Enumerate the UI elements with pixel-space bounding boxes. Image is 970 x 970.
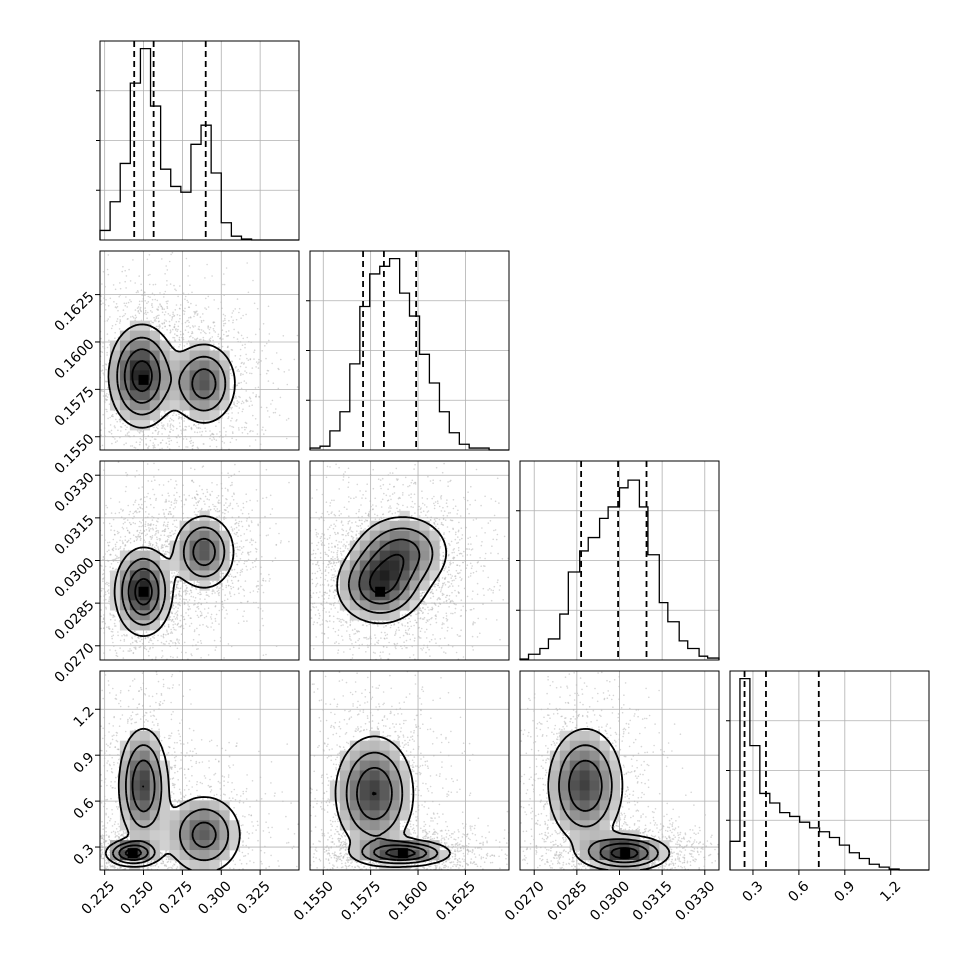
x-tick-label: 0.1600	[386, 878, 432, 924]
density-peak	[138, 586, 149, 597]
density-panel-0-2	[99, 460, 300, 661]
contour-lines	[336, 516, 448, 625]
y-tick-label: 0.0300	[52, 555, 98, 601]
contour-level	[345, 751, 439, 865]
contour-level	[127, 537, 216, 616]
x-tick-label: 0.225	[79, 878, 119, 918]
contour-lines	[334, 735, 452, 868]
x-tick-label: 0.0270	[502, 878, 548, 924]
density-panel-0-3	[99, 670, 300, 871]
panel-frame	[99, 40, 300, 241]
contour-level	[368, 553, 405, 595]
density-content	[310, 671, 509, 870]
x-tick-label: 0.3	[740, 878, 767, 905]
contour-level	[113, 515, 235, 637]
density-peak	[375, 586, 386, 597]
contour-level	[336, 516, 448, 625]
contour-level	[123, 348, 217, 404]
x-tick-label: 0.275	[156, 878, 196, 918]
density-content	[100, 461, 299, 660]
contour-level	[107, 323, 236, 429]
contour-lines	[113, 515, 235, 637]
density-peak	[397, 848, 408, 859]
histogram-panel-2	[516, 460, 720, 661]
x-tick-label: 0.0315	[630, 878, 676, 924]
panel-frame	[309, 460, 510, 661]
histogram-panel-0	[96, 40, 300, 241]
contour-level	[547, 728, 671, 870]
histogram-panel-1	[306, 250, 510, 451]
x-tick-label: 0.6	[785, 878, 812, 905]
x-tick-label: 0.1550	[291, 878, 337, 924]
contour-lines	[104, 727, 241, 870]
y-tick-label: 0.6	[71, 795, 98, 822]
contour-level	[356, 767, 428, 862]
contour-level	[358, 538, 421, 605]
contour-level	[334, 735, 452, 868]
x-tick-label: 0.1625	[433, 878, 479, 924]
contour-lines	[547, 728, 671, 870]
contour-lines	[107, 323, 236, 429]
density-panel-2-3	[519, 670, 720, 871]
panel-frame	[309, 670, 510, 871]
panel-frame	[519, 460, 720, 661]
contour-level	[371, 791, 416, 858]
contour-level	[111, 744, 230, 865]
y-tick-label: 0.0285	[52, 597, 98, 643]
density-panel-0-1	[99, 250, 300, 451]
density-content	[100, 251, 299, 450]
x-tick-label: 0.325	[234, 878, 274, 918]
density-peak	[138, 374, 149, 385]
x-tick-label: 1.2	[877, 878, 904, 905]
y-tick-label: 1.2	[71, 704, 98, 731]
y-tick-label: 0.1600	[52, 336, 98, 382]
density-peak	[620, 848, 631, 859]
density-peak	[127, 848, 138, 859]
density-panel-1-2	[309, 460, 510, 661]
x-tick-label: 0.1575	[338, 878, 384, 924]
y-tick-label: 0.0270	[52, 640, 98, 686]
histogram-step	[729, 678, 929, 871]
y-tick-label: 0.1550	[52, 431, 98, 477]
y-tick-label: 0.1625	[52, 289, 98, 335]
histogram-step	[309, 258, 509, 451]
contour-level	[118, 759, 217, 861]
x-tick-label: 0.0285	[545, 878, 591, 924]
contour-level	[610, 847, 639, 860]
x-tick-label: 0.250	[117, 878, 157, 918]
y-tick-label: 0.9	[71, 750, 98, 777]
panel-frame	[99, 250, 300, 451]
y-tick-label: 0.0330	[52, 470, 98, 516]
density-content	[100, 671, 299, 870]
panel-frame	[729, 670, 930, 871]
x-tick-label: 0.0330	[672, 878, 718, 924]
histogram-step	[99, 48, 299, 241]
contour-level	[121, 526, 226, 626]
density-shading	[109, 320, 230, 431]
contour-level	[131, 360, 153, 393]
density-panel-1-3	[309, 670, 510, 871]
contour-level	[347, 527, 434, 614]
contour-level	[134, 577, 153, 606]
panel-frame	[309, 250, 510, 451]
histogram-panel-3	[726, 670, 930, 871]
x-tick-label: 0.9	[831, 878, 858, 905]
contour-level	[116, 336, 227, 416]
contour-level	[558, 744, 659, 868]
density-content	[310, 461, 509, 660]
y-tick-label: 0.3	[71, 841, 98, 868]
histogram-step	[519, 479, 720, 660]
contour-level	[104, 727, 241, 870]
contour-level	[568, 759, 649, 864]
x-tick-label: 0.300	[195, 878, 235, 918]
y-tick-label: 0.1575	[52, 384, 98, 430]
contour-level	[124, 785, 145, 858]
y-tick-label: 0.0315	[52, 512, 98, 558]
panel-frame	[99, 670, 300, 871]
density-content	[520, 671, 719, 870]
x-tick-label: 0.0300	[587, 878, 633, 924]
